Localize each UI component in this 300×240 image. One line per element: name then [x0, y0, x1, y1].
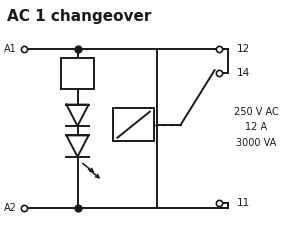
Text: 11: 11: [237, 198, 250, 208]
Bar: [61, 58, 94, 89]
Text: AC 1 changeover: AC 1 changeover: [7, 8, 151, 24]
Text: 12: 12: [237, 44, 250, 54]
Bar: [113, 108, 154, 141]
Text: A1: A1: [4, 44, 17, 54]
Text: A2: A2: [4, 203, 17, 213]
Text: 250 V AC
12 A
3000 VA: 250 V AC 12 A 3000 VA: [234, 107, 278, 148]
Text: 14: 14: [237, 67, 250, 78]
